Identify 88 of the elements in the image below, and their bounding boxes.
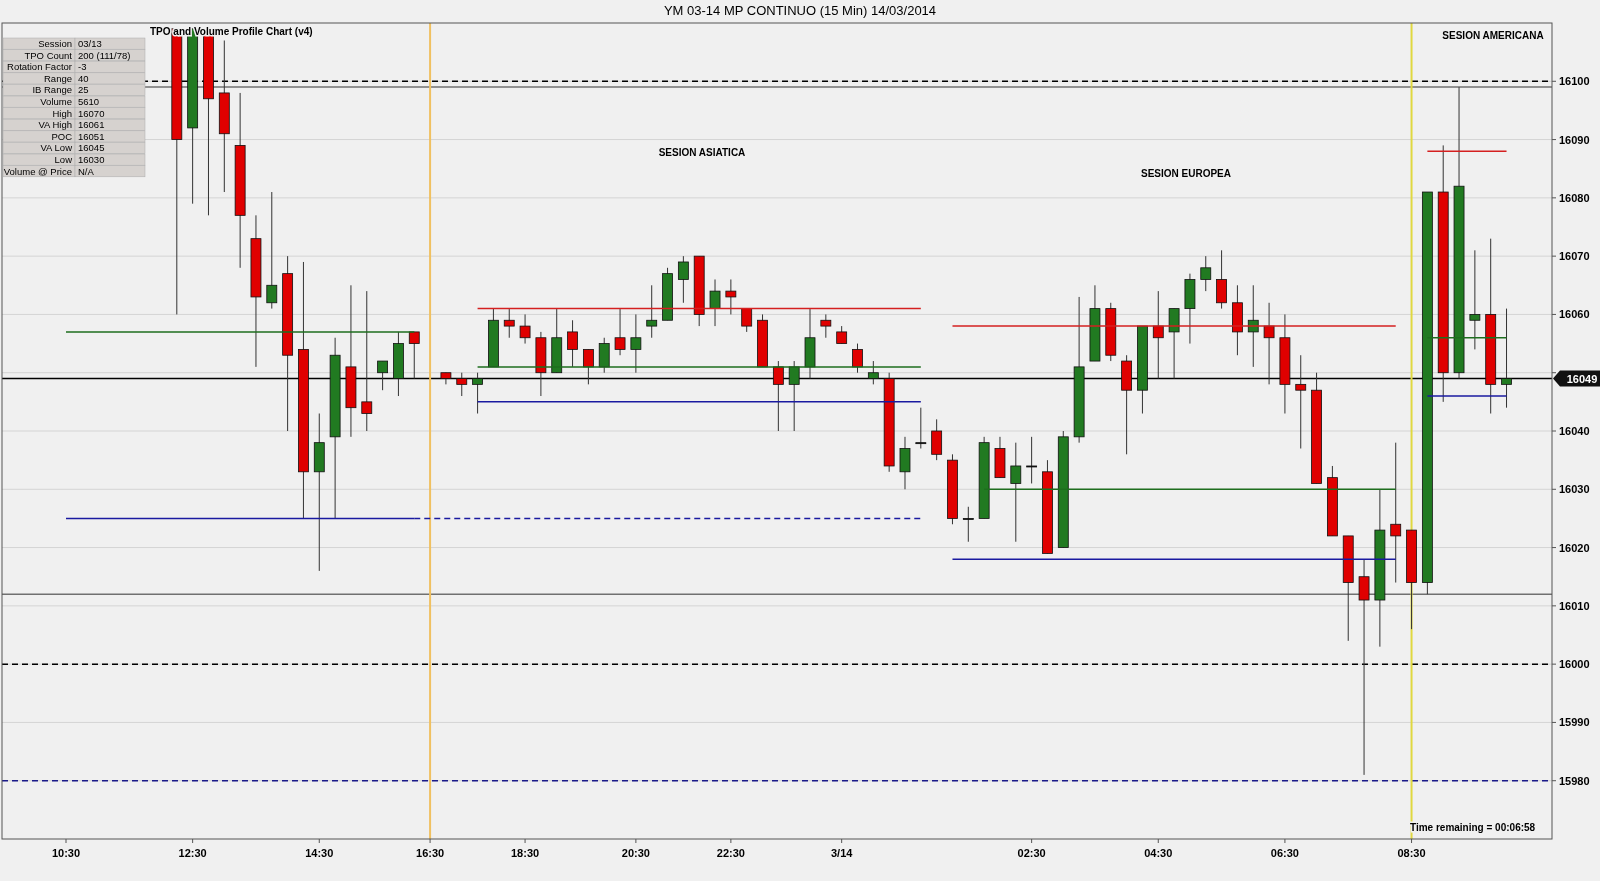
x-tick-label: 04:30 [1144,847,1173,859]
y-tick-label: 16060 [1559,308,1590,321]
candlestick [1247,284,1259,368]
candlestick [899,436,911,490]
annotation: 16045 [78,142,105,154]
candlestick [582,348,594,385]
annotation: Rotation Factor [7,61,72,73]
chart-title: YM 03-14 MP CONTINUO (15 Min) 14/03/2014 [663,3,937,18]
candlestick [725,278,737,315]
candlestick [788,360,800,432]
annotation: High [52,107,72,119]
x-tick-label: 3/14 [830,847,854,859]
candlestick [820,313,832,339]
x-tick-label: 16:30 [416,847,445,859]
annotation: VA Low [40,142,73,154]
annotation: 03/13 [78,38,102,49]
x-tick-label: 02:30 [1017,847,1046,859]
annotation: SESION AMERICANA [1442,30,1544,41]
annotation: Low [54,154,73,165]
candlestick [1026,436,1038,484]
candlestick [1216,249,1227,310]
x-tick-label: 18:30 [511,847,540,859]
annotation: 25 [78,84,89,96]
candlestick [677,255,689,304]
annotation: Session [38,38,72,49]
candlestick [867,360,879,385]
candlestick [1390,442,1402,584]
y-tick-label: 16040 [1559,425,1590,437]
candlestick [408,331,420,380]
annotation: 16061 [78,119,105,131]
annotation: 5610 [78,96,100,107]
y-tick-label: 15980 [1559,774,1590,787]
candlestick [567,319,578,368]
candlestick [852,343,863,374]
candlestick [598,337,610,374]
candlestick [962,506,974,543]
candlestick [503,308,515,339]
x-tick-label: 22:30 [716,847,745,859]
candlestick [472,372,483,415]
candlestick [1200,255,1212,292]
candlestick [915,407,927,449]
annotation: TPO Count [24,49,73,61]
candlestick [1263,302,1275,385]
annotation: 200 (111/78) [78,49,131,61]
annotation: 40 [78,72,89,84]
y-tick-label: 16000 [1559,658,1590,671]
y-tick-label: 16030 [1559,483,1590,496]
annotation: IB Range [32,84,72,96]
candlestick [614,308,626,356]
candlestick [519,313,531,345]
annotation: -3 [78,61,87,73]
y-tick-label: 16090 [1559,133,1590,146]
x-tick-label: 10:30 [51,847,81,859]
y-tick-label: 16010 [1559,599,1590,612]
candlestick [1358,558,1370,776]
annotation: POC [51,130,73,142]
annotation: N/A [78,165,95,177]
candlestick [361,290,373,432]
annotation: Volume @ Price [3,165,72,177]
candlestick [931,418,943,461]
annotation: Volume [40,96,72,107]
x-tick-label: 12:30 [178,847,207,859]
y-tick-label: 16100 [1559,75,1590,88]
x-tick-label: 20:30 [621,847,650,859]
y-tick-label: 16080 [1559,191,1590,204]
candlestick [646,284,658,339]
annotation: SESION ASIATICA [658,147,746,158]
annotation: 16070 [78,107,105,119]
y-tick-label: 16070 [1559,250,1590,263]
candlestick [266,191,278,310]
candlestick [1152,290,1164,380]
candlestick [772,360,784,432]
candlestick [1168,308,1180,380]
y-tick-label: 15990 [1559,716,1590,729]
x-tick-label: 06:30 [1270,847,1299,859]
candlestick [456,372,468,397]
candlestick [1295,354,1307,449]
candlestick [377,360,388,391]
annotation: Range [44,72,72,84]
x-tick-label: 08:30 [1397,847,1426,859]
y-tick-label: 16020 [1559,541,1590,554]
x-tick-label: 14:30 [305,847,334,859]
ref-line-label: 16049 [1566,372,1598,385]
annotation: SESION EUROPEA [1140,168,1232,179]
candlestick [709,278,721,327]
annotation: 16051 [78,130,105,142]
annotation: VA High [38,119,72,131]
annotation: 16030 [78,154,105,165]
